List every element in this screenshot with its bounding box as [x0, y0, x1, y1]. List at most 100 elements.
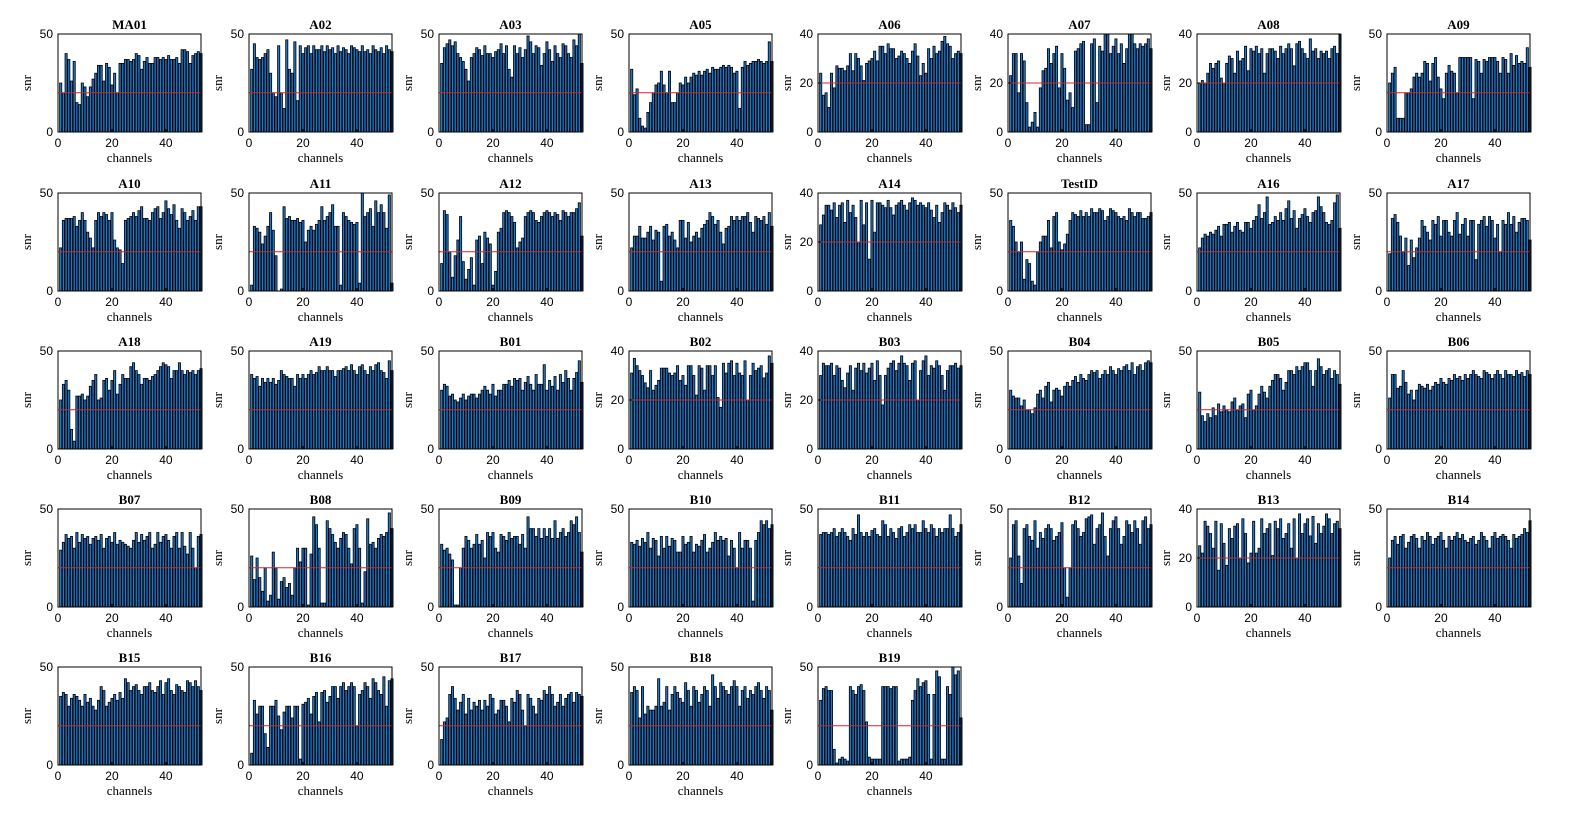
- bar: [1098, 208, 1102, 292]
- bar: [309, 713, 313, 766]
- bar: [301, 374, 305, 450]
- bar: [721, 539, 725, 608]
- x-tick-label: 20: [296, 769, 310, 783]
- bar: [1033, 284, 1037, 292]
- bar: [867, 258, 871, 292]
- y-axis-label: snr: [400, 391, 415, 408]
- bar: [740, 375, 744, 450]
- bar: [832, 202, 836, 292]
- bar: [148, 220, 152, 292]
- bar: [1469, 220, 1473, 292]
- bar: [1009, 389, 1013, 450]
- y-axis-label: snr: [1348, 549, 1363, 566]
- bar: [1022, 278, 1026, 292]
- bar: [1412, 76, 1416, 133]
- bar: [132, 59, 136, 133]
- bar: [1033, 407, 1037, 450]
- bar: [730, 539, 734, 608]
- x-tick-label: 40: [919, 136, 933, 150]
- bar: [1412, 399, 1416, 450]
- bar: [1138, 43, 1142, 133]
- bar: [751, 694, 755, 766]
- bar: [1509, 547, 1513, 608]
- bar-series: [59, 532, 203, 608]
- bar: [1087, 516, 1091, 608]
- bar: [304, 241, 308, 292]
- bar: [956, 50, 960, 133]
- bar: [290, 717, 294, 766]
- bar: [1030, 539, 1034, 608]
- bar: [1330, 533, 1334, 608]
- bar: [1311, 50, 1315, 133]
- y-axis-label: snr: [1158, 233, 1173, 250]
- bar: [191, 547, 195, 608]
- bar: [531, 705, 535, 766]
- bar: [765, 61, 769, 133]
- bar: [1325, 513, 1328, 608]
- bar: [694, 231, 698, 292]
- bar: [1036, 126, 1040, 133]
- bar: [72, 694, 76, 766]
- bar: [110, 697, 114, 766]
- bar: [921, 63, 925, 133]
- bar: [1025, 102, 1029, 133]
- bar: [448, 395, 452, 450]
- bar: [445, 717, 449, 766]
- bar: [545, 210, 549, 292]
- bar: [956, 367, 960, 450]
- bar: [1144, 516, 1148, 608]
- bar: [70, 697, 73, 766]
- x-tick-label: 40: [350, 769, 364, 783]
- bar: [1463, 539, 1467, 608]
- bar: [738, 705, 742, 766]
- bar: [670, 231, 674, 292]
- bar: [1025, 409, 1029, 450]
- bar: [1249, 552, 1253, 608]
- bar: [1330, 48, 1334, 133]
- bar: [504, 705, 508, 766]
- bar: [878, 758, 882, 766]
- bar: [339, 51, 343, 133]
- axes-frame: [1007, 508, 1152, 608]
- bar: [1235, 523, 1239, 608]
- bar: [1425, 532, 1429, 608]
- bar: [312, 229, 316, 292]
- bar: [277, 598, 281, 608]
- axes-frame: [438, 350, 583, 450]
- bar: [494, 547, 498, 608]
- bar: [1396, 387, 1400, 450]
- bar: [1146, 38, 1150, 133]
- bar: [856, 241, 860, 292]
- x-tick-label: 0: [626, 136, 633, 150]
- bar: [129, 216, 133, 292]
- bar: [504, 539, 508, 608]
- bar: [350, 221, 354, 292]
- bar: [746, 399, 750, 450]
- bar: [1298, 218, 1302, 292]
- bar: [156, 532, 160, 608]
- bar: [575, 516, 579, 608]
- bar: [824, 365, 828, 450]
- bar: [765, 372, 769, 450]
- bar: [121, 541, 125, 608]
- x-tick-label: 20: [105, 136, 119, 150]
- bar: [1046, 220, 1050, 292]
- bar: [919, 202, 923, 292]
- bar: [946, 370, 949, 450]
- bar: [1246, 221, 1250, 292]
- bar: [1098, 524, 1102, 608]
- bar: [835, 365, 839, 450]
- bar: [469, 709, 473, 766]
- bar: [567, 216, 570, 292]
- bar: [312, 696, 316, 766]
- bar: [821, 362, 825, 450]
- bar: [561, 43, 565, 133]
- bar: [1306, 58, 1310, 133]
- bar: [266, 225, 270, 292]
- bar: [951, 365, 955, 450]
- bar: [1222, 542, 1226, 608]
- bar: [670, 102, 674, 133]
- x-tick-label: 20: [1055, 295, 1069, 309]
- axes-frame: [248, 350, 393, 450]
